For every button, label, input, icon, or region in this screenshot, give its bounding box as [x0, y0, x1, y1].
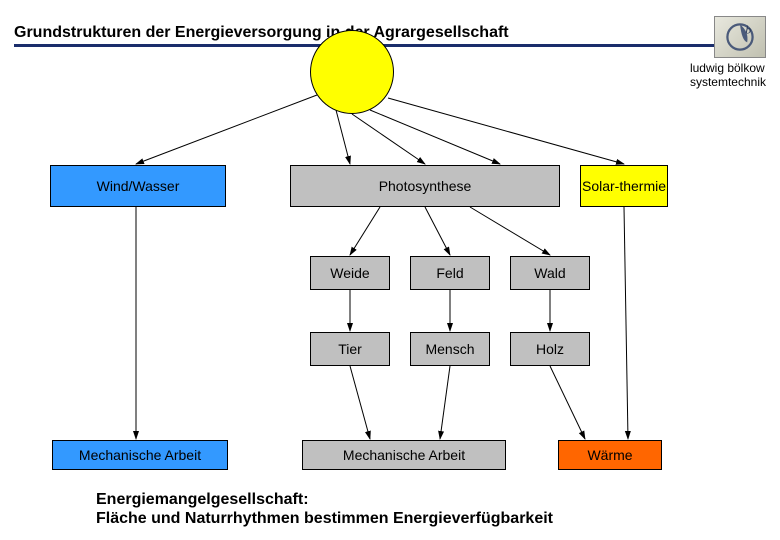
brand-logo: b [714, 16, 766, 58]
brand-line2: systemtechnik [690, 75, 766, 89]
node-mech1: Mechanische Arbeit [52, 440, 228, 470]
title-underline [14, 44, 766, 47]
node-mech2: Mechanische Arbeit [302, 440, 506, 470]
node-waerme: Wärme [558, 440, 662, 470]
header: Grundstrukturen der Energieversorgung in… [14, 24, 766, 47]
footer-line1: Energiemangelgesellschaft: [96, 491, 309, 508]
brand-line1: ludwig bölkow [690, 61, 765, 75]
node-tier: Tier [310, 332, 390, 366]
node-solar: Solar-thermie [580, 165, 668, 207]
node-wind: Wind/Wasser [50, 165, 226, 207]
page-title: Grundstrukturen der Energieversorgung in… [14, 24, 766, 42]
svg-text:b: b [745, 23, 751, 36]
node-mensch: Mensch [410, 332, 490, 366]
sun-node [310, 30, 394, 114]
node-wald: Wald [510, 256, 590, 290]
node-weide: Weide [310, 256, 390, 290]
diagram-canvas: Grundstrukturen der Energieversorgung in… [0, 0, 780, 540]
footer-caption: Energiemangelgesellschaft: Fläche und Na… [96, 490, 553, 528]
brand-text: ludwig bölkow systemtechnik [690, 62, 766, 90]
node-holz: Holz [510, 332, 590, 366]
node-feld: Feld [410, 256, 490, 290]
footer-line2: Fläche und Naturrhythmen bestimmen Energ… [96, 510, 553, 527]
node-photo: Photosynthese [290, 165, 560, 207]
